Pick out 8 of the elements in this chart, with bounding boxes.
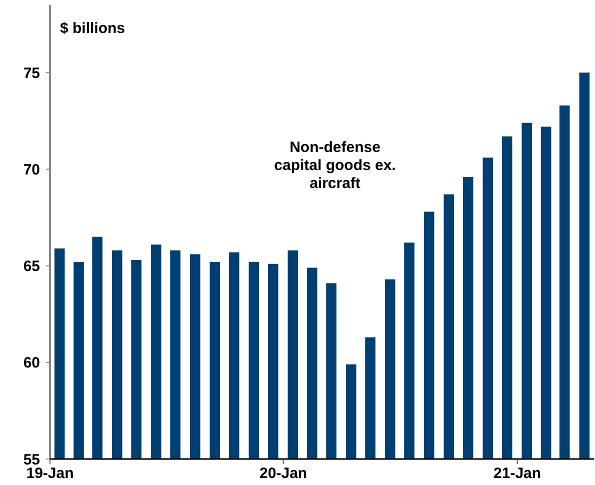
annotation: Non-defense capital goods ex. aircraft (274, 139, 396, 192)
y-tick-label: 75 (23, 64, 40, 82)
x-tick-label: 21-Jan (494, 465, 542, 482)
y-tick-label: 70 (23, 161, 40, 178)
y-tick-label: 60 (23, 354, 40, 372)
x-tick-label: 20-Jan (260, 465, 308, 482)
y-axis-title: $ billions (60, 20, 126, 37)
y-tick-label: 65 (23, 258, 40, 276)
